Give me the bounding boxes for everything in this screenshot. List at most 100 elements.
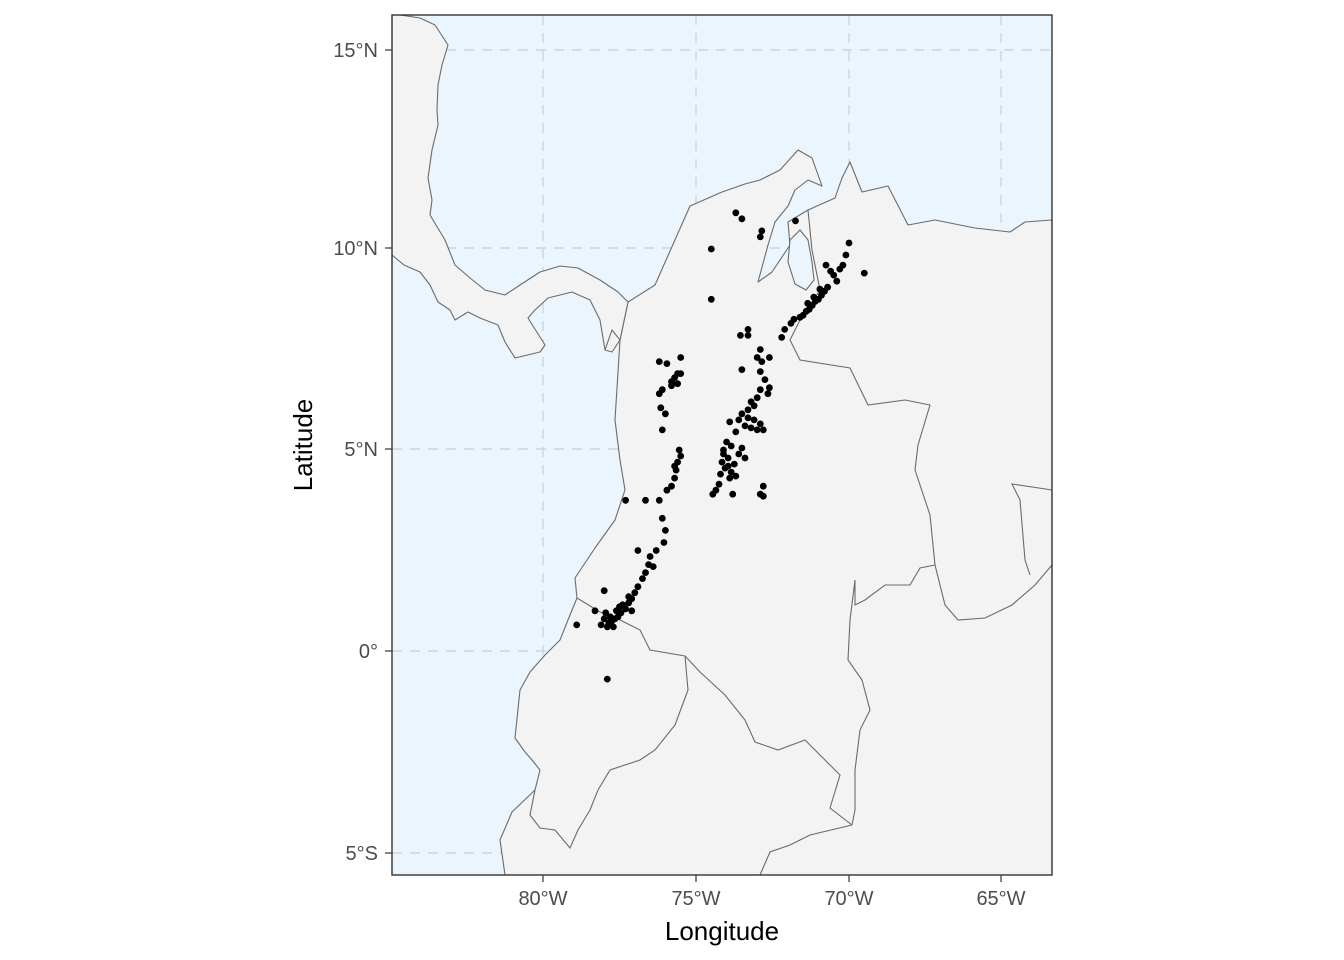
panel-border [391, 14, 1053, 876]
occurrence-point [822, 261, 830, 269]
occurrence-point [759, 492, 767, 500]
occurrence-point [766, 354, 773, 361]
occurrence-points [573, 209, 868, 683]
occurrence-point [753, 394, 761, 402]
occurrence-point [603, 623, 611, 631]
occurrence-point [753, 354, 761, 361]
occurrence-point [677, 452, 685, 460]
occurrence-point [655, 358, 663, 365]
occurrence-point [625, 593, 633, 601]
y-tick-label: 15°N [333, 40, 378, 62]
occurrence-point [756, 386, 764, 394]
occurrence-point [860, 269, 868, 277]
occurrence-point [663, 360, 671, 367]
occurrence-point [597, 621, 605, 629]
colombia-peru-border [619, 619, 853, 826]
occurrence-point [662, 527, 669, 534]
occurrence-point [622, 496, 629, 504]
occurrence-point [726, 474, 734, 482]
occurrence-point [744, 414, 752, 422]
occurrence-point [747, 424, 755, 432]
occurrence-point [616, 603, 623, 611]
occurrence-point [709, 490, 717, 498]
occurrence-point [750, 416, 758, 424]
occurrence-point [753, 426, 761, 434]
ecuador-peru-border [529, 655, 689, 850]
occurrence-point [766, 384, 773, 392]
occurrence-point [756, 233, 764, 241]
occurrence-point [729, 490, 737, 498]
occurrence-point [674, 380, 681, 388]
occurrence-point [759, 426, 767, 434]
x-tick-label: 70°W [824, 888, 873, 910]
occurrence-point [735, 416, 743, 424]
occurrence-point [715, 480, 723, 488]
occurrence-point [639, 575, 646, 582]
occurrence-point [756, 420, 764, 428]
occurrence-point [573, 621, 581, 629]
occurrence-point [796, 313, 804, 321]
occurrence-point [744, 326, 752, 333]
occurrence-point [600, 587, 608, 595]
land-layer [392, 15, 1052, 875]
colombia-venezuela-border [789, 209, 1052, 621]
occurrence-point [662, 410, 669, 418]
occurrence-point [827, 267, 834, 275]
occurrence-point [738, 444, 746, 452]
y-tick-label: 5°N [344, 439, 378, 461]
occurrence-point [732, 428, 740, 436]
occurrence-point [732, 209, 740, 217]
occurrence-point [646, 553, 654, 560]
occurrence-point [737, 332, 744, 339]
occurrence-point [836, 265, 844, 273]
occurrence-point [738, 366, 746, 373]
occurrence-point [655, 496, 663, 504]
occurrence-point [744, 332, 752, 339]
occurrence-point [750, 402, 758, 410]
occurrence-point [764, 390, 772, 398]
occurrence-point [845, 239, 853, 247]
occurrence-point [634, 583, 642, 591]
occurrence-point [761, 376, 769, 383]
occurrence-point [652, 547, 660, 554]
occurrence-point [727, 442, 735, 450]
venezuela-brazil-border [1011, 483, 1052, 576]
occurrence-point [744, 406, 752, 414]
occurrence-point [634, 547, 642, 554]
occurrence-point [674, 370, 681, 377]
occurrence-point [732, 472, 740, 480]
occurrence-point [660, 539, 668, 546]
occurrence-point [668, 378, 675, 386]
occurrence-point [730, 460, 738, 468]
occurrence-point [816, 285, 824, 293]
occurrence-point [758, 227, 766, 235]
occurrence-point [603, 675, 611, 683]
occurrence-point [804, 299, 812, 307]
x-axis-title: Longitude [665, 916, 779, 946]
y-tick-label: 5°S [346, 843, 378, 865]
colombia-brazil-border [847, 564, 936, 826]
occurrence-point [668, 482, 675, 490]
occurrence-point [677, 354, 685, 361]
occurrence-point [810, 293, 818, 301]
occurrence-point [655, 390, 663, 398]
occurrence-point [741, 422, 749, 430]
panama-colombia-border [604, 328, 621, 351]
occurrence-point [781, 326, 789, 333]
y-tick-labels: 15°N 10°N 5°N 0° 5°S [333, 40, 378, 865]
occurrence-point [591, 607, 599, 615]
x-tick-label: 75°W [671, 888, 720, 910]
occurrence-point [628, 607, 636, 615]
occurrence-point [738, 410, 746, 418]
occurrence-point [600, 615, 608, 623]
occurrence-point [833, 277, 841, 285]
occurrence-point [717, 470, 724, 478]
lake-maracaibo [787, 229, 815, 291]
occurrence-point [718, 458, 726, 466]
occurrence-point [727, 468, 735, 476]
south-america-landmass [392, 149, 1052, 875]
occurrence-point [675, 446, 683, 454]
occurrence-point [723, 438, 730, 446]
